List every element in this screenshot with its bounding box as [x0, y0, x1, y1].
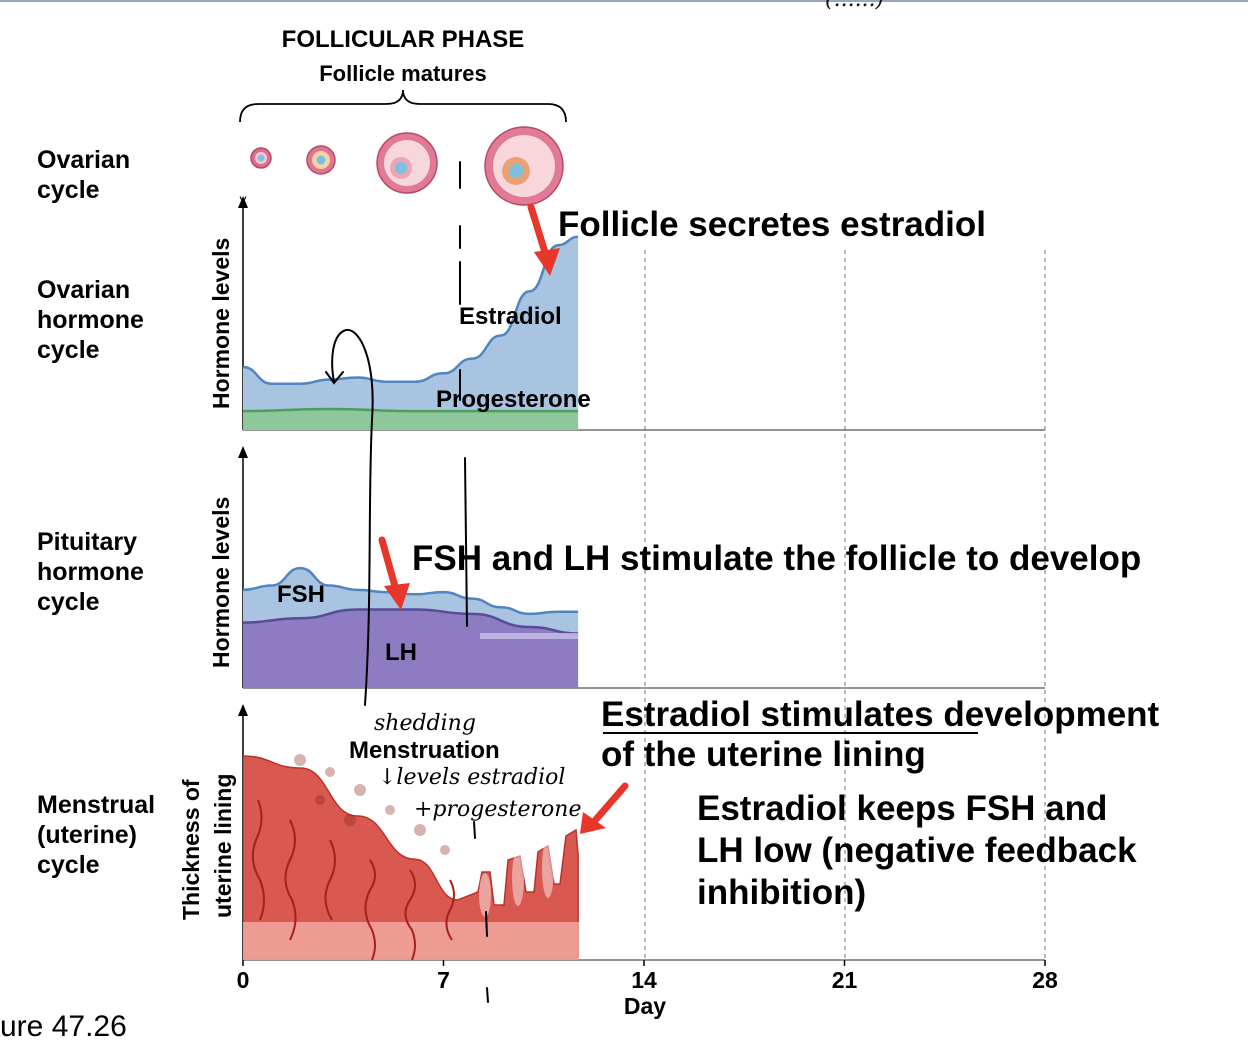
follicle-stage-3 — [376, 132, 438, 194]
row-label-ovarian-cycle: Ovarian cycle — [37, 146, 130, 204]
fsh-label: FSH — [277, 581, 325, 608]
lh-label: LH — [385, 639, 417, 666]
svg-text:Ovarian: Ovarian — [37, 146, 130, 174]
annotation-fsh-lh-stimulate: FSH and LH stimulate the follicle to dev… — [412, 539, 1141, 578]
svg-text:hormone: hormone — [37, 306, 144, 334]
follicle-stage-2 — [306, 145, 336, 175]
row-label-pituitary-hormone-cycle: Pituitary hormone cycle — [37, 528, 144, 616]
row-label-ovarian-hormone-cycle: Ovarian hormone cycle — [37, 276, 144, 364]
estradiol-area — [243, 236, 579, 430]
fsh-line — [242, 566, 579, 616]
estradiol-label: Estradiol — [459, 303, 562, 330]
handwriting-levels-line2: +progesterone — [414, 797, 581, 822]
lh-line — [242, 608, 579, 635]
phase-brace — [239, 89, 567, 123]
day-tick-label: 14 — [631, 967, 657, 993]
day-axis-label: Day — [624, 993, 666, 1019]
svg-text:cycle: cycle — [37, 336, 100, 364]
day-ticks: 0 7 14 21 28 — [237, 960, 1058, 993]
panel-pituitary-hormone: Hormone levels FSH LH — [208, 446, 1045, 689]
lh-area — [243, 609, 579, 688]
progesterone-line — [242, 407, 579, 413]
day-tick-label: 28 — [1032, 967, 1058, 993]
red-arrowheads — [384, 248, 606, 834]
day-tick-label: 0 — [237, 967, 250, 993]
annotation-estradiol-stimulates-1: Estradiol stimulates development — [601, 695, 1160, 734]
handwriting-levels-line1: ↓levels estradiol — [378, 765, 565, 790]
svg-text:cycle: cycle — [37, 851, 100, 879]
svg-text:Pituitary: Pituitary — [37, 528, 137, 556]
handwritten-marks — [325, 161, 489, 1003]
hormone-levels-axis-label-2: Hormone levels — [208, 497, 234, 668]
estradiol-line — [242, 235, 579, 386]
hormone-levels-axis-label-1: Hormone levels — [208, 238, 234, 409]
progesterone-label: Progesterone — [436, 386, 591, 413]
annotation-follicle-secretes: Follicle secretes estradiol — [558, 205, 986, 244]
phase-subtitle: Follicle matures — [319, 61, 487, 86]
day-tick-label: 7 — [437, 967, 450, 993]
annotation-negative-feedback-1: Estradiol keeps FSH and — [697, 789, 1107, 828]
thickness-axis-label-2: uterine lining — [210, 774, 236, 918]
annotation-negative-feedback-2: LH low (negative feedback — [697, 831, 1137, 870]
annotation-negative-feedback-3: inhibition) — [697, 873, 866, 912]
svg-text:Menstrual: Menstrual — [37, 791, 155, 819]
follicle-stage-1 — [250, 147, 272, 169]
annotation-estradiol-stimulates-2: of the uterine lining — [601, 735, 926, 774]
phase-title: FOLLICULAR PHASE — [282, 26, 525, 53]
svg-text:cycle: cycle — [37, 176, 100, 204]
svg-text:hormone: hormone — [37, 558, 144, 586]
handwriting-shedding: shedding — [374, 711, 476, 736]
panel-ovarian-hormone: Hormone levels Estradiol Progesterone — [208, 196, 1045, 431]
svg-text:cycle: cycle — [37, 588, 100, 616]
progesterone-area — [243, 409, 579, 430]
top-scribble: (......) — [825, 0, 884, 12]
row-label-menstrual-cycle: Menstrual (uterine) cycle — [37, 791, 155, 879]
thickness-axis-label-1: Thickness of — [178, 779, 204, 920]
figure-caption: ure 47.26 — [0, 1010, 127, 1043]
svg-text:Ovarian: Ovarian — [37, 276, 130, 304]
follicle-stage-4 — [484, 126, 564, 206]
day-tick-label: 21 — [832, 967, 858, 993]
menstruation-label: Menstruation — [349, 737, 500, 764]
svg-text:(uterine): (uterine) — [37, 821, 137, 849]
day-gridlines — [644, 250, 1046, 960]
